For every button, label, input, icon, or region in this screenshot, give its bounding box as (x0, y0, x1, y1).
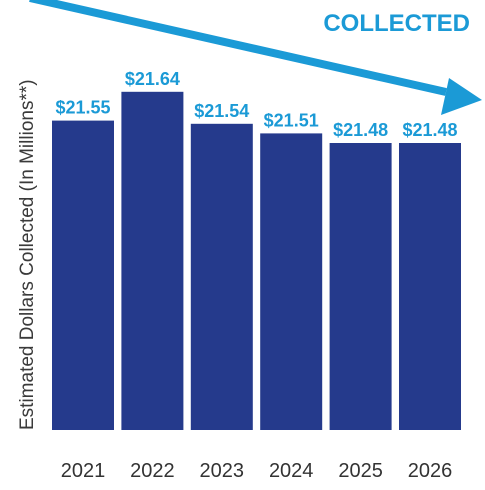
x-tick-2021: 2021 (61, 460, 106, 482)
x-tick-2025: 2025 (338, 460, 383, 482)
value-label-2022: $21.64 (125, 69, 180, 89)
value-label-2021: $21.55 (55, 98, 110, 118)
bar-2021 (52, 120, 114, 430)
x-tick-2022: 2022 (130, 460, 175, 482)
bar-2025 (329, 143, 392, 430)
trend-arrow-shaft (29, 0, 447, 96)
y-axis-label: Estimated Dollars Collected (In Millions… (17, 79, 38, 430)
bar-2023 (190, 123, 253, 431)
value-labels-layer: $21.55 $21.64 $21.54 $21.51 $21.48 $21.48 (55, 69, 457, 140)
bar-2022 (121, 91, 184, 431)
x-tick-labels: 2021 2022 2023 2024 2025 2026 (61, 460, 453, 482)
value-label-2023: $21.54 (194, 101, 249, 121)
headline-text: COLLECTED (323, 10, 470, 37)
x-tick-2023: 2023 (200, 460, 245, 482)
bar-2024 (260, 133, 323, 430)
bars-layer (52, 91, 461, 431)
bar-2026 (399, 143, 461, 430)
trend-arrow-head (441, 78, 482, 115)
value-label-2025: $21.48 (333, 120, 388, 140)
value-label-2026: $21.48 (402, 120, 457, 140)
trend-arrow (29, 0, 482, 115)
x-tick-2026: 2026 (408, 460, 453, 482)
x-tick-2024: 2024 (269, 460, 314, 482)
value-label-2024: $21.51 (264, 110, 319, 130)
